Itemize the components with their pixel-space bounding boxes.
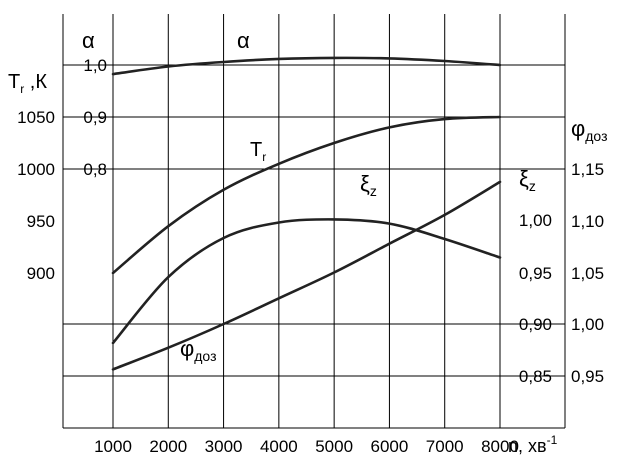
x-axis-title: n, хв-1 [508,433,558,456]
xi-axis-title: ξz [519,166,536,194]
xi-tick-label-2: 0,90 [519,315,552,334]
x-tick-label-2000: 2000 [149,437,187,456]
x-tick-label-1000: 1000 [94,437,132,456]
alpha-tick-label-2: 0,8 [83,160,107,179]
series-line-1 [111,115,502,275]
x-tick-label-8000: 8000 [481,437,519,456]
phi-tick-label-3: 1,00 [571,315,604,334]
series-label-2: ξz [360,171,377,199]
x-tick-label-6000: 6000 [371,437,409,456]
series-label-3: φдоз [180,336,216,364]
tr-tick-label-1000: 1000 [17,160,55,179]
x-tick-label-7000: 7000 [426,437,464,456]
tr-tick-label-1050: 1050 [17,108,55,127]
series-line-3 [111,218,502,345]
xi-tick-label-0: 1,00 [519,211,552,230]
x-tick-label-3000: 3000 [205,437,243,456]
x-tick-label-5000: 5000 [315,437,353,456]
phi-axis-title: φдоз [571,116,607,144]
grid [62,14,566,429]
series-line-0 [111,56,502,76]
phi-tick-label-1: 1,10 [571,212,604,231]
tr-tick-label-900: 900 [27,264,55,283]
phi-tick-label-2: 1,05 [571,264,604,283]
x-tick-label-4000: 4000 [260,437,298,456]
phi-tick-label-4: 0,95 [571,367,604,386]
series-label-0: α [237,28,250,53]
xi-tick-label-1: 0,95 [519,264,552,283]
tr-tick-label-950: 950 [27,212,55,231]
phi-tick-label-0: 1,15 [571,160,604,179]
series-line-2 [111,180,502,371]
series-label-1: Tr [250,139,266,164]
tr-axis-title: Tr ,К [8,71,47,96]
alpha-tick-label-1: 0,9 [83,108,107,127]
curves [111,56,502,371]
labels: 1000 2000 3000 4000 5000 6000 7000 8000 1050 1000… [8,28,607,456]
alpha-tick-label-0: 1,0 [83,56,107,75]
alpha-axis-title: α [82,28,95,53]
xi-tick-label-3: 0,85 [519,367,552,386]
